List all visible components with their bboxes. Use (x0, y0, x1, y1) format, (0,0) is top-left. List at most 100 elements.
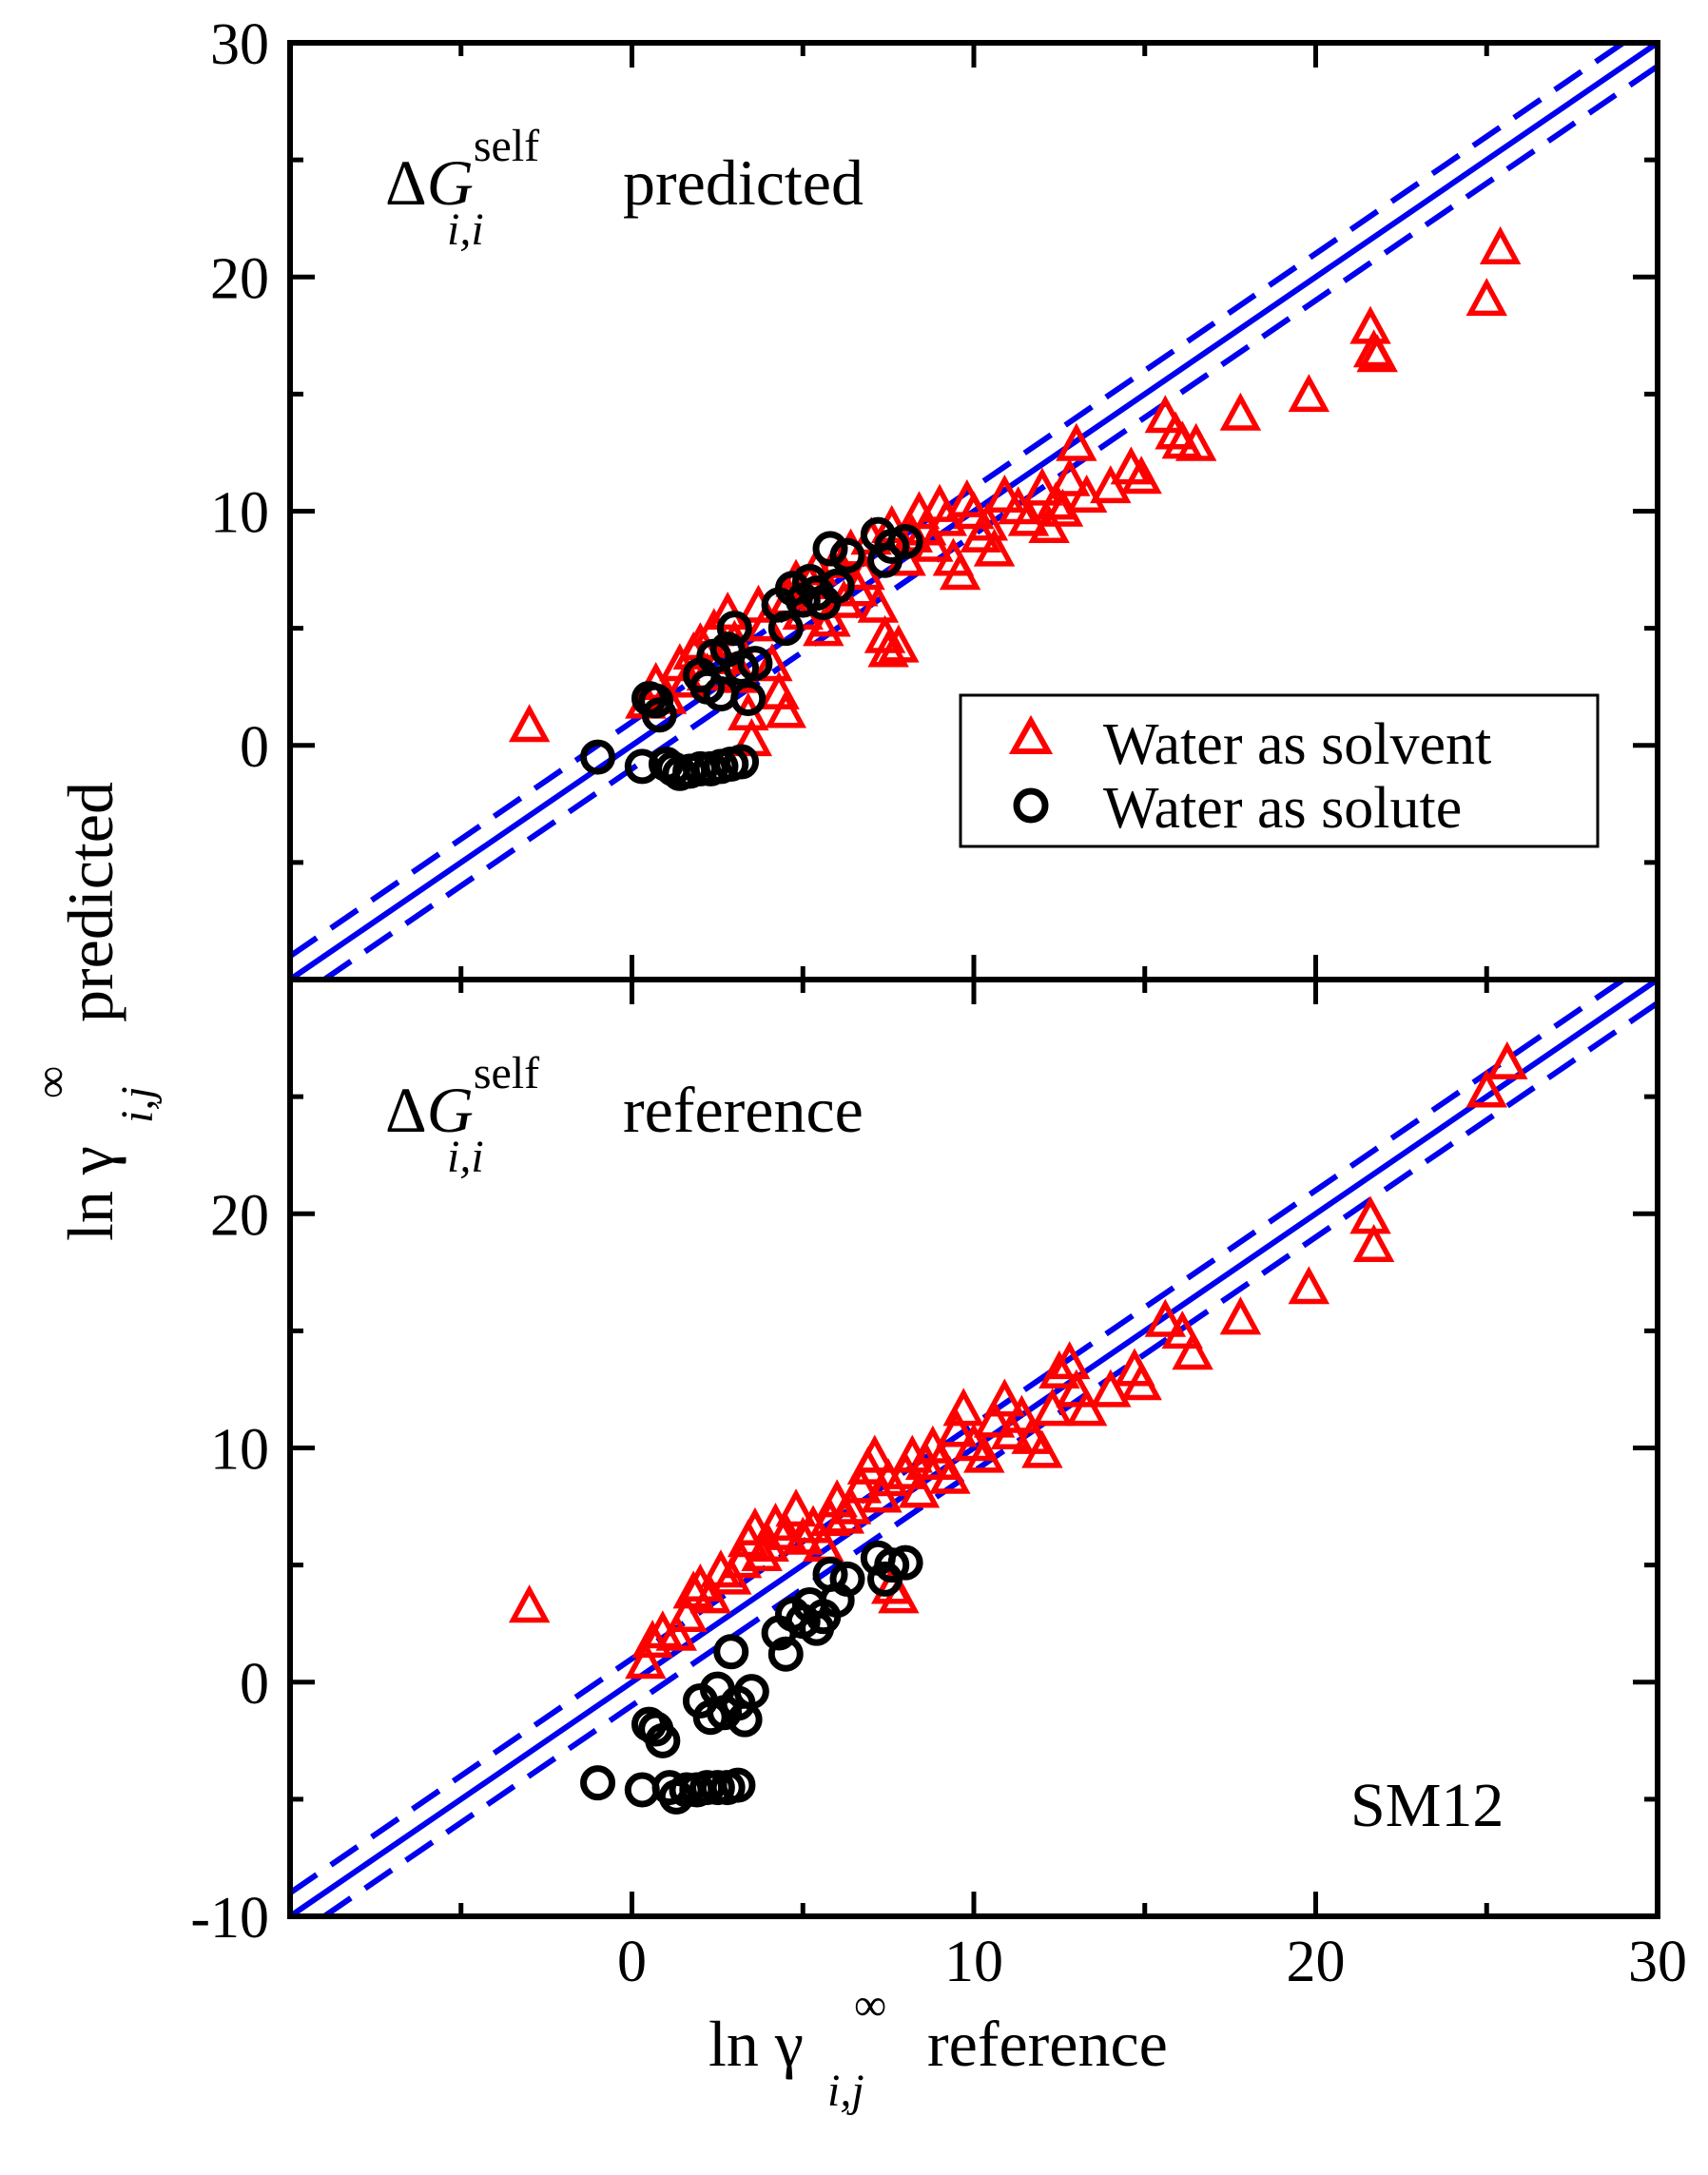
x-title-subscript: i,j (827, 2066, 864, 2116)
top-triangle-point-52 (973, 528, 1016, 567)
bottom-triangle-point-65 (1465, 1069, 1507, 1108)
bottom-y-tick-label: 20 (210, 1183, 269, 1248)
bottom-triangle-point-30 (867, 1458, 909, 1497)
x-title-superscript: ∞ (854, 1980, 886, 2030)
bottom-triangle-point-15 (747, 1524, 790, 1563)
y-title-prefix: ln γ (54, 1146, 126, 1241)
bottom-triangle-point-55 (1090, 1369, 1132, 1408)
top-triangle-point-43 (912, 523, 954, 562)
bottom-triangle-point-8 (689, 1575, 731, 1614)
top-circle-point-32 (829, 537, 865, 573)
bottom-triangle-point-62 (1288, 1266, 1330, 1305)
bottom-panel-label: ΔGself i,i reference (385, 1048, 864, 1182)
bottom-triangle-point-35 (898, 1469, 941, 1508)
top-reference-line-solid-0 (288, 40, 1659, 982)
bottom-triangle-point-25 (829, 1486, 872, 1524)
top-data-points (508, 225, 1522, 791)
y-axis-title: ln γ ∞ i,j predicted (27, 782, 163, 1241)
bottom-triangle-point-18 (775, 1488, 817, 1527)
bottom-circle-point-30 (829, 1561, 865, 1597)
top-triangle-point-74 (1356, 334, 1398, 373)
bottom-circle-point-34 (887, 1544, 923, 1581)
legend-item-water-as-solvent: Water as solvent (1103, 712, 1491, 777)
top-circle-point-19 (716, 611, 752, 647)
top-label-g: G (427, 146, 474, 219)
x-axis-title: ln γ ∞ i,j reference (708, 1980, 1168, 2116)
top-triangle-point-51 (966, 502, 1009, 541)
y-title-subscript: i,j (112, 1086, 163, 1123)
top-triangle-point-34 (857, 584, 900, 623)
bottom-triangle-point-50 (1031, 1388, 1074, 1427)
bottom-label-superscript: self (474, 1048, 539, 1098)
top-circle-point-31 (819, 568, 855, 604)
top-y-tick-label: 0 (240, 715, 269, 780)
bottom-circle-point-33 (874, 1547, 910, 1583)
bottom-triangle-point-54 (1065, 1388, 1108, 1427)
top-triangle-point-65 (1120, 456, 1162, 495)
bottom-triangle-point-4 (655, 1612, 697, 1651)
top-label-delta: Δ (385, 146, 427, 219)
bottom-triangle-point-0 (508, 1584, 551, 1623)
top-circle-point-0 (580, 739, 616, 775)
bottom-x-tick-label: 10 (944, 1930, 1003, 1994)
bottom-circle-point-4 (645, 1722, 681, 1758)
top-triangle-point-56 (1021, 467, 1063, 506)
y-title-suffix: predicted (54, 782, 126, 1022)
bottom-data-points (508, 1040, 1528, 1815)
bottom-triangle-point-26 (840, 1465, 883, 1504)
top-panel: 0 10 20 30 ΔGself i,i predicted Water as solv… (210, 12, 1660, 982)
top-circle-point-21 (730, 681, 767, 716)
top-circle-point-22 (737, 646, 773, 682)
top-triangle-point-38 (878, 624, 920, 663)
top-triangle-point-75 (1465, 278, 1507, 317)
bottom-triangle-point-66 (1486, 1040, 1528, 1079)
bottom-circle-point-0 (580, 1765, 616, 1801)
top-triangle-point-36 (867, 629, 909, 668)
top-triangle-point-53 (983, 474, 1026, 513)
bottom-triangle-point-5 (666, 1594, 708, 1633)
top-circle-point-4 (641, 697, 677, 733)
bottom-triangle-point-49 (1021, 1429, 1063, 1468)
bottom-triangle-point-1 (625, 1641, 667, 1680)
bottom-y-tick-label: 0 (240, 1652, 269, 1717)
x-title-prefix: ln γ (708, 2008, 804, 2080)
bottom-plot-frame (287, 977, 1660, 1919)
bottom-triangle-point-44 (973, 1399, 1016, 1438)
bottom-label-suffix: reference (623, 1074, 864, 1146)
bottom-label-delta: Δ (385, 1074, 427, 1146)
legend-triangle-marker (1008, 714, 1054, 754)
bottom-triangle-point-45 (983, 1378, 1026, 1417)
top-triangle-point-61 (1056, 422, 1097, 461)
top-y-tick-label: 20 (210, 246, 269, 311)
top-label-suffix: predicted (623, 146, 864, 219)
bottom-triangle-point-64 (1352, 1223, 1395, 1262)
bottom-label-subscript: i,i (447, 1132, 484, 1182)
bottom-triangle-point-6 (672, 1570, 714, 1609)
x-title-suffix: reference (927, 2008, 1168, 2080)
top-label-subscript: i,i (447, 204, 484, 255)
top-triangle-point-49 (953, 491, 995, 530)
top-y-tick-label: 30 (210, 12, 269, 77)
bottom-triangle-point-47 (1000, 1394, 1043, 1433)
bottom-x-tick-label: 0 (617, 1930, 647, 1994)
bottom-triangle-point-43 (963, 1434, 1005, 1473)
bottom-triangle-point-52 (1048, 1341, 1091, 1380)
bottom-triangle-point-59 (1161, 1311, 1204, 1350)
bottom-triangle-point-61 (1219, 1296, 1262, 1335)
bottom-circle-point-12 (720, 1767, 756, 1803)
bottom-y-tick-label: -10 (190, 1886, 269, 1951)
top-circle-point-36 (887, 524, 923, 560)
top-triangle-point-47 (939, 552, 981, 591)
bottom-triangle-point-58 (1144, 1298, 1187, 1337)
top-circle-point-13 (724, 744, 760, 780)
bottom-circle-point-20 (733, 1674, 769, 1710)
top-circle-point-3 (638, 683, 674, 719)
legend-circle-marker (1013, 787, 1049, 824)
bottom-reference-line-solid-0 (288, 977, 1659, 1919)
bottom-x-tick-label: 30 (1628, 1930, 1687, 1994)
legend-item-water-as-solute: Water as solute (1103, 776, 1462, 841)
bottom-triangle-point-2 (631, 1620, 673, 1659)
top-triangle-point-63 (1090, 465, 1132, 504)
bottom-panel: -10 0 10 20 0 10 20 30 ΔGself i,i reference SM12 (190, 977, 1687, 1994)
